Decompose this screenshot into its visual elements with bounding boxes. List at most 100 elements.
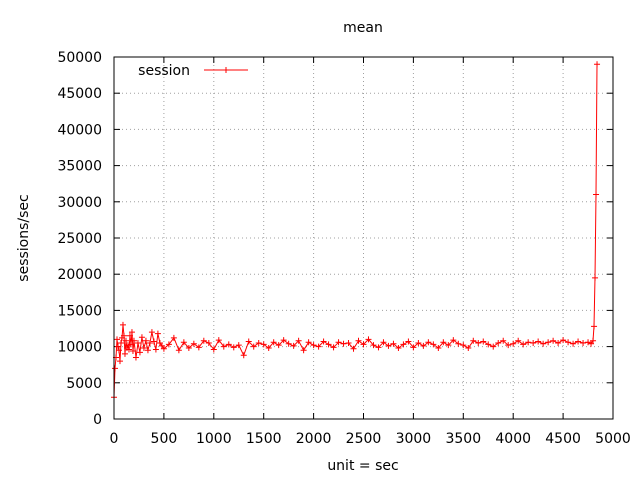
data-point-marker	[160, 345, 167, 352]
data-point-marker	[330, 344, 337, 351]
data-point-marker	[345, 339, 352, 346]
legend-label-session: session	[138, 63, 190, 79]
x-tick-label: 3000	[396, 431, 432, 447]
data-point-marker	[136, 349, 143, 356]
data-point-marker	[360, 341, 367, 348]
data-point-marker	[124, 342, 131, 349]
data-point-marker	[170, 334, 177, 341]
data-point-marker	[115, 347, 122, 354]
data-point-marker	[220, 343, 227, 350]
data-point-marker	[180, 339, 187, 346]
data-point-marker	[295, 337, 302, 344]
data-point-marker	[530, 339, 537, 346]
data-point-marker	[435, 345, 442, 352]
y-tick-label: 35000	[57, 159, 102, 175]
data-point-marker	[270, 339, 277, 346]
data-point-marker	[594, 61, 601, 68]
data-point-marker	[570, 340, 577, 347]
data-point-marker	[440, 339, 447, 346]
y-tick-label: 20000	[57, 267, 102, 283]
data-point-marker	[132, 354, 139, 361]
data-point-marker	[470, 337, 477, 344]
data-point-marker	[445, 342, 452, 349]
data-point-marker	[545, 339, 552, 346]
data-point-marker	[485, 341, 492, 348]
data-point-marker	[420, 342, 427, 349]
data-point-marker	[390, 340, 397, 347]
data-point-marker	[152, 346, 159, 353]
data-point-marker	[555, 339, 562, 346]
legend-marker-plus	[223, 67, 229, 73]
x-tick-label: 1500	[246, 431, 282, 447]
data-point-marker	[490, 343, 497, 350]
data-point-marker	[128, 329, 135, 336]
data-point-marker	[465, 345, 472, 352]
y-tick-label: 30000	[57, 195, 102, 211]
data-point-marker	[285, 340, 292, 347]
data-point-marker	[126, 332, 133, 339]
data-point-marker	[500, 337, 507, 344]
chart-title: mean	[343, 20, 383, 36]
data-point-marker	[210, 346, 217, 353]
data-point-marker	[475, 339, 482, 346]
data-point-marker	[535, 338, 542, 345]
data-point-marker	[593, 191, 600, 198]
data-point-marker	[119, 321, 126, 328]
data-point-marker	[205, 339, 212, 346]
data-point-marker	[116, 358, 123, 365]
data-point-marker	[142, 337, 149, 344]
data-point-marker	[245, 338, 252, 345]
x-axis-label: unit = sec	[327, 458, 398, 474]
data-point-marker	[505, 342, 512, 349]
x-tick-label: 3500	[445, 431, 481, 447]
y-tick-label: 15000	[57, 303, 102, 319]
x-tick-label: 2000	[296, 431, 332, 447]
data-point-marker	[235, 342, 242, 349]
plot-series	[111, 61, 601, 401]
axis-ticks: 0 500 1000 1500 2000 2500 3000 3500 4000 4500 5000…	[57, 50, 630, 447]
data-point-marker	[120, 332, 127, 339]
data-point-marker	[305, 339, 312, 346]
data-point-marker	[365, 336, 372, 343]
data-point-marker	[580, 339, 587, 346]
y-tick-label: 45000	[57, 86, 102, 102]
data-point-marker	[138, 334, 145, 341]
x-tick-label: 1000	[196, 431, 232, 447]
data-point-marker	[575, 338, 582, 345]
data-point-marker	[405, 338, 412, 345]
data-point-marker	[300, 347, 307, 354]
data-point-marker	[495, 339, 502, 346]
y-tick-label: 10000	[57, 340, 102, 356]
data-point-marker	[129, 347, 136, 354]
data-point-marker	[250, 343, 257, 350]
data-point-marker	[565, 339, 572, 346]
data-point-marker	[111, 365, 118, 372]
data-point-marker	[550, 337, 557, 344]
data-point-marker	[380, 339, 387, 346]
data-point-marker	[520, 341, 527, 348]
data-point-marker	[225, 341, 232, 348]
y-tick-label: 50000	[57, 50, 102, 66]
data-point-marker	[385, 342, 392, 349]
data-point-marker	[215, 337, 222, 344]
grid-lines	[114, 57, 613, 419]
data-point-marker	[325, 341, 332, 348]
data-point-marker	[585, 339, 592, 346]
data-point-marker	[154, 330, 161, 337]
legend-marker-session	[223, 67, 229, 73]
data-point-marker	[370, 342, 377, 349]
data-point-marker	[195, 344, 202, 351]
data-point-marker	[200, 337, 207, 344]
data-point-marker	[450, 337, 457, 344]
data-point-marker	[230, 344, 237, 351]
data-point-marker	[540, 340, 547, 347]
data-point-marker	[122, 337, 129, 344]
data-point-marker	[560, 337, 567, 344]
data-point-marker	[515, 337, 522, 344]
legend: session	[138, 63, 248, 79]
x-tick-label: 5000	[595, 431, 631, 447]
data-point-marker	[591, 323, 598, 330]
data-point-marker	[400, 341, 407, 348]
